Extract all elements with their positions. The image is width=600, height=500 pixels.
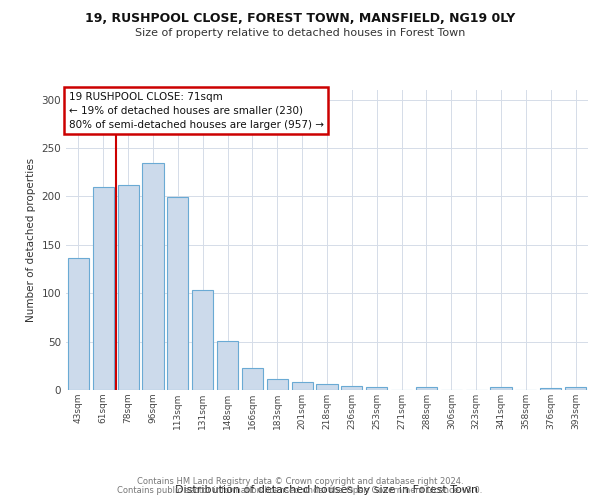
- Bar: [416, 387, 437, 390]
- Bar: [490, 387, 512, 390]
- Bar: [565, 387, 586, 390]
- Bar: [192, 290, 213, 390]
- Text: Contains HM Land Registry data © Crown copyright and database right 2024.: Contains HM Land Registry data © Crown c…: [137, 477, 463, 486]
- Bar: [267, 380, 288, 390]
- Bar: [292, 382, 313, 390]
- Bar: [242, 368, 263, 390]
- Bar: [316, 384, 338, 390]
- Text: Size of property relative to detached houses in Forest Town: Size of property relative to detached ho…: [135, 28, 465, 38]
- Text: 19, RUSHPOOL CLOSE, FOREST TOWN, MANSFIELD, NG19 0LY: 19, RUSHPOOL CLOSE, FOREST TOWN, MANSFIE…: [85, 12, 515, 26]
- Bar: [142, 162, 164, 390]
- Bar: [93, 187, 114, 390]
- Bar: [366, 387, 387, 390]
- Bar: [167, 198, 188, 390]
- Y-axis label: Number of detached properties: Number of detached properties: [26, 158, 36, 322]
- Bar: [217, 340, 238, 390]
- Bar: [540, 388, 561, 390]
- X-axis label: Distribution of detached houses by size in Forest Town: Distribution of detached houses by size …: [175, 484, 479, 494]
- Text: 19 RUSHPOOL CLOSE: 71sqm
← 19% of detached houses are smaller (230)
80% of semi-: 19 RUSHPOOL CLOSE: 71sqm ← 19% of detach…: [68, 92, 323, 130]
- Bar: [118, 185, 139, 390]
- Bar: [341, 386, 362, 390]
- Bar: [68, 258, 89, 390]
- Text: Contains public sector information licensed under the Open Government Licence v3: Contains public sector information licen…: [118, 486, 482, 495]
